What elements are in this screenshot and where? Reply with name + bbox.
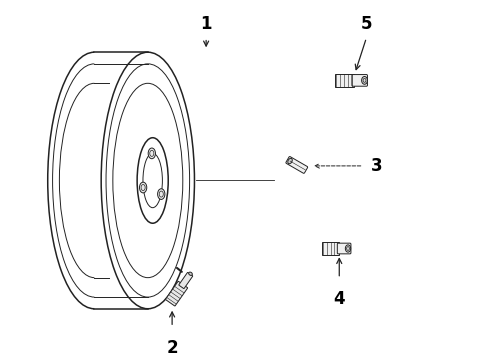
Ellipse shape [140, 182, 147, 193]
Ellipse shape [362, 76, 368, 84]
Ellipse shape [148, 148, 155, 159]
FancyBboxPatch shape [179, 273, 193, 289]
FancyBboxPatch shape [166, 281, 188, 306]
Ellipse shape [189, 272, 192, 275]
FancyBboxPatch shape [352, 75, 368, 86]
Text: 4: 4 [334, 290, 345, 308]
Text: 5: 5 [361, 15, 372, 33]
Text: 2: 2 [166, 339, 178, 357]
Ellipse shape [345, 245, 351, 252]
FancyBboxPatch shape [286, 157, 308, 173]
Text: 3: 3 [371, 157, 383, 175]
FancyBboxPatch shape [335, 74, 354, 87]
Text: 1: 1 [200, 15, 212, 33]
Ellipse shape [288, 158, 292, 164]
FancyBboxPatch shape [337, 243, 351, 254]
Ellipse shape [158, 189, 165, 199]
FancyBboxPatch shape [322, 242, 339, 255]
